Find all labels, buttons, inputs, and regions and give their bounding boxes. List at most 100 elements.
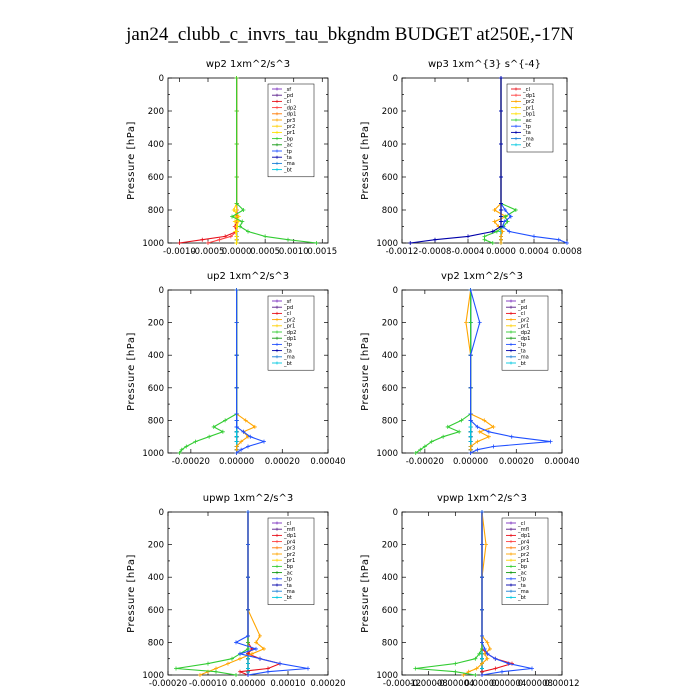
data-point (474, 666, 479, 671)
legend-label: _cl (283, 99, 291, 105)
legend-marker (509, 305, 513, 309)
legend-entry: _cl (506, 311, 525, 317)
x-tick-label: 0.00004 (491, 679, 526, 689)
legend-marker (514, 87, 518, 91)
legend-marker (509, 571, 513, 575)
legend-label: _dp1 (283, 112, 296, 118)
y-tick-label: 0 (159, 508, 164, 518)
legend-box (267, 83, 315, 178)
legend-entry: _ac (272, 570, 293, 576)
data-point (207, 434, 212, 439)
data-point (234, 175, 239, 179)
legend: _cl_mfl_dp1_pr4_pr3_pr2_pr1_bp_ac_tp_ta_… (267, 517, 315, 605)
data-point (234, 320, 239, 325)
panel-wp2: wp2 1xm^2/s^3 0 200 400 600 800 1000-0.0010-0.… (126, 59, 337, 257)
y-tick-label: 800 (382, 416, 398, 426)
legend-label: _ac (283, 143, 293, 149)
data-point (461, 673, 466, 677)
legend-marker (509, 564, 513, 568)
data-point (490, 229, 495, 234)
y-tick-label: 1000 (142, 239, 164, 249)
legend-entry: _dp1 (506, 533, 530, 539)
legend-entry: _sf (272, 87, 291, 93)
legend-entry: _ta (272, 348, 292, 354)
data-point (499, 214, 503, 219)
legend-label: _pr1 (283, 558, 295, 564)
legend-label: _bt (522, 143, 531, 149)
data-point (532, 234, 536, 239)
panel-vpwp: vpwp 1xm^2/s^302004006008001000-0.00012-… (360, 493, 580, 689)
legend-entry: _sf (506, 299, 525, 305)
series-line (410, 78, 502, 244)
data-point (503, 214, 508, 219)
data-point (482, 646, 487, 651)
data-point (217, 237, 222, 242)
x-tick-label: 0.0010 (279, 247, 309, 257)
data-point (468, 288, 473, 292)
legend-label: _pr1 (517, 558, 529, 564)
y-tick-label: 400 (382, 573, 398, 583)
data-point (482, 237, 487, 242)
legend-entry: _tp (506, 577, 527, 583)
legend-entry: _ta (511, 130, 531, 136)
data-point (556, 237, 561, 242)
data-point (473, 656, 478, 661)
legend-entry: _pr3 (272, 546, 295, 552)
legend-entry: _mfl (506, 527, 529, 533)
y-tick-label: 0 (393, 74, 398, 84)
legend-entry: _dp1 (506, 336, 530, 342)
data-point (234, 224, 239, 229)
x-tick-label: 0.00010 (270, 679, 305, 689)
data-point (499, 219, 503, 224)
y-tick-label: 800 (148, 416, 164, 426)
data-point (238, 224, 242, 229)
legend-entry: _pr2 (506, 317, 529, 323)
data-point (468, 434, 473, 439)
legend-marker (509, 577, 513, 581)
data-point (413, 451, 418, 455)
legend-label: _ac (517, 570, 527, 576)
data-point (234, 673, 238, 677)
series-pr2 (464, 288, 496, 455)
data-point (491, 444, 496, 449)
legend-entry: _bt (511, 143, 531, 149)
legend-entry: _pr4 (272, 539, 296, 545)
legend-entry: _ac (272, 143, 293, 149)
legend-entry: _dp1 (272, 336, 296, 342)
legend-marker (275, 112, 279, 116)
data-point (211, 424, 216, 429)
legend-entry: _pr4 (506, 539, 530, 545)
data-point (477, 651, 482, 656)
x-tick-label: 0.00020 (499, 457, 534, 467)
legend-label: _pd (283, 93, 293, 99)
y-axis-label: Pressure [hPa] (126, 121, 137, 200)
legend-marker (509, 342, 513, 346)
x-tick-label: 0.0000 (486, 247, 516, 257)
legend-label: _tp (517, 577, 527, 583)
series-line (175, 512, 249, 676)
data-point (239, 447, 244, 452)
legend-marker (509, 540, 513, 544)
x-tick-label: 0.0008 (552, 247, 582, 257)
x-tick-label: 0.00000 (464, 679, 499, 689)
y-tick-label: 0 (393, 508, 398, 518)
legend-label: _bt (283, 595, 292, 601)
y-tick-label: 600 (382, 384, 398, 394)
legend-label: _tp (522, 124, 532, 130)
data-point (228, 234, 233, 239)
data-point (179, 447, 184, 452)
legend-entry: _pr1 (272, 130, 295, 136)
data-point (507, 229, 512, 234)
y-tick-label: 800 (382, 206, 398, 216)
legend-label: _bt (517, 595, 526, 601)
legend-entry: _ma (272, 355, 295, 361)
legend-label: _tp (283, 342, 293, 348)
data-point (480, 575, 484, 580)
legend-label: _cl (517, 311, 525, 317)
data-point (234, 451, 239, 455)
legend-marker (509, 546, 513, 550)
data-point (246, 607, 250, 612)
data-point (468, 424, 473, 429)
legend-marker (509, 311, 513, 315)
data-point (429, 439, 434, 444)
